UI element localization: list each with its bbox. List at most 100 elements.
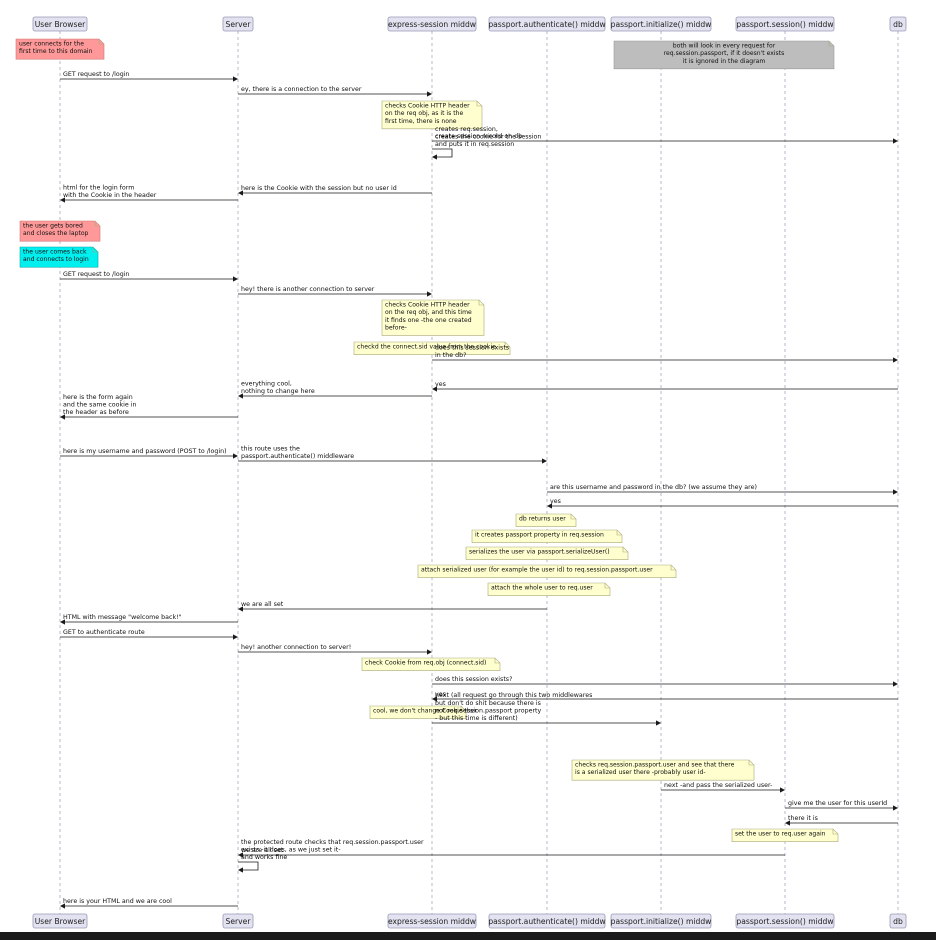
note-fold (832, 829, 838, 835)
note-text: on the req obj, as it is the (385, 110, 463, 117)
message-label: yes (550, 498, 561, 505)
note-shape (19, 246, 99, 268)
arrow-head (656, 720, 661, 726)
note-shape (515, 513, 577, 527)
arrow-head (238, 190, 243, 196)
note-shape (417, 564, 677, 578)
note-text: is a serialized user there -probably use… (575, 769, 706, 776)
message-label: GET to authenticate route (63, 629, 145, 636)
note-fold (504, 342, 510, 348)
arrow-head (780, 787, 785, 793)
note-text: on the req obj, and this time (385, 309, 472, 316)
note-shape (731, 828, 839, 842)
arrow-head (60, 619, 65, 625)
participant-bottom-1: Server (222, 913, 254, 929)
note: attach the whole user to req.user (487, 582, 611, 596)
participant-label: db (893, 20, 903, 29)
participant-bottom-4: passport.initialize() middw (610, 913, 712, 929)
note-fold (478, 300, 484, 306)
message-label: yes (435, 381, 446, 388)
message-label: here is the Cookie with the session but … (241, 185, 397, 192)
note-fold (828, 41, 834, 47)
participant-box (889, 16, 907, 32)
message-label: in the db? (435, 352, 466, 359)
participant-bottom-6: db (889, 913, 907, 929)
note-shape (571, 759, 755, 781)
note-shape (465, 546, 629, 560)
note-text: serializes the user via passport.seriali… (469, 549, 610, 556)
participant-label: passport.initialize() middw (611, 917, 712, 926)
arrow-head (432, 154, 437, 160)
message-label: GET request to /login (63, 271, 129, 278)
arrow-head (60, 197, 65, 203)
note-fold (92, 247, 98, 253)
self-message-label: and puts it in req.session (435, 141, 514, 148)
participant-box (387, 913, 477, 929)
note-fold (570, 514, 576, 520)
note-shape (381, 100, 483, 130)
message-label: HTML with message "welcome back!" (63, 614, 182, 621)
arrow-head (427, 91, 432, 97)
participant-label: passport.session() middw (736, 20, 833, 29)
message-label: here is my username and password (POST t… (63, 448, 227, 455)
note-fold (94, 221, 100, 227)
participant-top-3: passport.authenticate() middw (488, 16, 606, 32)
message-label: are this username and password in the db… (550, 484, 757, 491)
message-label: everything cool, (241, 380, 292, 387)
message-label: we are all set (241, 601, 284, 608)
arrow-head (427, 649, 432, 655)
participant-box (488, 16, 606, 32)
self-message-label: exists -it does, as we just set it- (241, 846, 341, 853)
note-text: first time to this domain (19, 48, 93, 55)
participant-bottom-5: passport.session() middw (735, 913, 835, 929)
arrow-head (893, 489, 898, 495)
note-text: checks Cookie HTTP header (385, 302, 470, 309)
note-shape (15, 38, 105, 60)
participant-top-0: User Browser (32, 16, 88, 32)
participant-label: express-session middw (388, 20, 476, 29)
arrow-head (233, 453, 238, 459)
self-message-label: and works fine (241, 854, 287, 861)
participant-label: db (893, 917, 903, 926)
note-text: user connects for the (19, 41, 84, 48)
note: both will look in every request forreq.s… (613, 40, 835, 70)
message-label: create session record on db (435, 133, 522, 140)
participant-box (32, 16, 88, 32)
note: db returns user (515, 513, 577, 527)
note: check Cookie from req.obj (connect.sid) (361, 657, 501, 671)
message-label: but don't do shit because there is (435, 700, 541, 707)
participant-label: Server (226, 20, 252, 29)
participant-box (32, 913, 88, 929)
participant-label: express-session middw (388, 917, 476, 926)
note-text: checkd the connect.sid value from the co… (357, 344, 496, 351)
note-fold (476, 101, 482, 107)
participant-box (222, 16, 254, 32)
participant-label: Server (226, 917, 252, 926)
note-fold (748, 760, 754, 766)
message-label: ey, there is a connection to the server (241, 86, 362, 93)
participant-top-1: Server (222, 16, 254, 32)
note-fold (494, 658, 500, 664)
note: it creates passport property in req.sess… (471, 529, 623, 543)
note-shape (613, 40, 835, 70)
note: attach serialized user (for example the … (417, 564, 677, 578)
participant-label: User Browser (35, 20, 86, 29)
self-message-label: the protected route checks that req.sess… (241, 839, 424, 846)
arrow-head (432, 386, 437, 392)
arrow-head (427, 291, 432, 297)
note-text: checks Cookie HTTP header (385, 103, 470, 110)
arrow-head (238, 606, 243, 612)
message-label: does this session exists (435, 344, 509, 351)
note: set the user to req.user again (731, 828, 839, 842)
note-text: set the user to req.user again (735, 831, 826, 838)
participant-top-5: passport.session() middw (735, 16, 835, 32)
participant-box (488, 913, 606, 929)
participant-bottom-0: User Browser (32, 913, 88, 929)
message-label: nothing to change here (241, 388, 315, 395)
arrow-head (60, 414, 65, 420)
arrow-head (233, 634, 238, 640)
message-label: not req.session.passport property (435, 707, 542, 714)
